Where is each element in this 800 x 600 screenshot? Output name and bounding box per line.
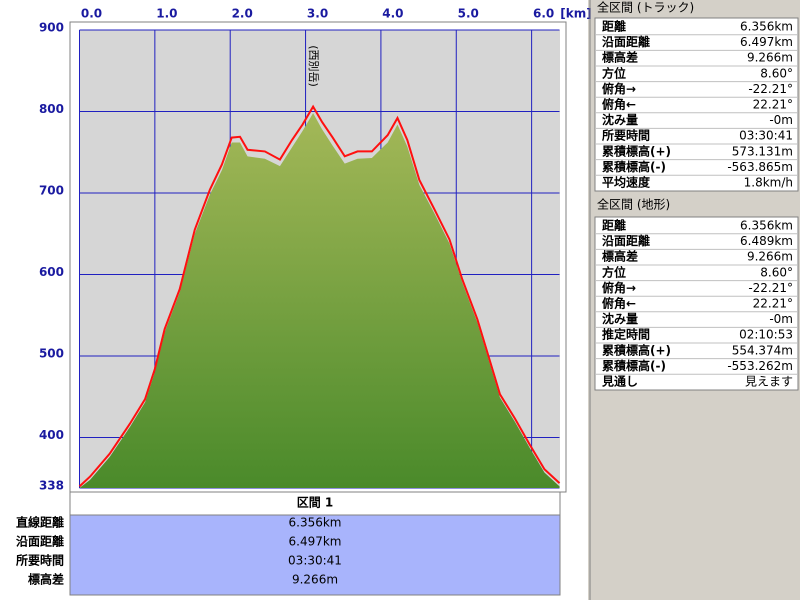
panel-value: -22.21° (748, 82, 793, 96)
x-tick-label: 2.0 (232, 7, 253, 21)
panel-label: 累積標高(-) (602, 159, 666, 174)
section-value: 9.266m (292, 573, 338, 587)
x-tick-label: 5.0 (458, 7, 479, 21)
panel-label: 累積標高(+) (602, 143, 671, 158)
peak-annotation: (西別岳) (307, 45, 320, 87)
plot (78, 29, 561, 489)
panel-label: 俯角→ (602, 280, 636, 295)
panel-label: 沈み量 (602, 112, 638, 127)
section-label: 沿面距離 (15, 534, 64, 549)
terrain-area (79, 113, 560, 488)
x-axis-unit: [km] (560, 7, 591, 21)
panel-value: 22.21° (753, 297, 793, 311)
panel-label: 累積標高(-) (602, 358, 666, 373)
section-label: 所要時間 (16, 553, 64, 568)
x-tick-label: 6.0 (533, 7, 554, 21)
panel-value: 554.374m (732, 343, 793, 357)
section-label: 直線距離 (16, 515, 64, 530)
panel-value: 9.266m (747, 250, 793, 264)
panel-value: -553.262m (727, 359, 793, 373)
section-label: 標高差 (28, 572, 64, 587)
panel-value: 6.497km (740, 35, 793, 49)
panel-value: 1.8km/h (744, 176, 793, 190)
section-title: 区間 1 (297, 496, 334, 510)
panel-value: 6.489km (740, 234, 793, 248)
panel-value: 8.60° (760, 66, 793, 80)
terrain-table (594, 216, 799, 391)
panel-label: 標高差 (602, 50, 638, 65)
panel-value: -22.21° (748, 281, 793, 295)
y-tick-label: 500 (39, 346, 64, 360)
panel-label: 俯角← (602, 97, 636, 112)
section-rows (69, 514, 561, 596)
panel-value: -0m (769, 312, 793, 326)
y-tick-label: 600 (39, 265, 64, 279)
panel-label: 平均速度 (602, 175, 651, 190)
panel-label: 見通し (601, 374, 638, 389)
panel-label: 距離 (602, 218, 626, 233)
panel-value: 573.131m (732, 144, 793, 158)
panel-label: 俯角→ (602, 81, 636, 96)
y-tick-label: 400 (39, 428, 64, 442)
section-value: 6.356km (289, 516, 342, 530)
track-line (78, 104, 561, 488)
panel-value: 22.21° (753, 98, 793, 112)
panel-value: 見えます (745, 375, 793, 389)
panel-label: 沿面距離 (601, 233, 650, 248)
x-tick-label: 4.0 (382, 7, 403, 21)
section-value: 6.497km (289, 535, 342, 549)
x-tick-label: 1.0 (156, 7, 177, 21)
x-tick-label: 3.0 (307, 7, 328, 21)
panel-value: -0m (769, 113, 793, 127)
panel-value: 8.60° (760, 265, 793, 279)
panel-value: 9.266m (747, 51, 793, 65)
panel-value: -563.865m (727, 160, 793, 174)
panel-label: 累積標高(+) (602, 342, 671, 357)
panel-label: 所要時間 (602, 128, 650, 143)
panel-label: 俯角← (602, 296, 636, 311)
x-tick-label: 0.0 (81, 7, 102, 21)
panel-label: 距離 (602, 19, 626, 34)
y-tick-label: 338 (39, 479, 64, 493)
terrain-panel-title: 全区間 (地形) (597, 197, 670, 212)
panel-value: 6.356km (740, 20, 793, 34)
section-value: 03:30:41 (288, 554, 342, 568)
track-table (594, 17, 799, 192)
panel-label: 沈み量 (602, 311, 638, 326)
y-tick-label: 700 (39, 183, 64, 197)
y-tick-label: 800 (39, 102, 64, 116)
panel-value: 03:30:41 (739, 129, 793, 143)
y-tick-label: 900 (39, 21, 64, 35)
panel-label: 推定時間 (602, 327, 650, 342)
panel-label: 方位 (602, 65, 626, 80)
panel-label: 沿面距離 (601, 34, 650, 49)
panel-value: 02:10:53 (739, 328, 793, 342)
track-panel-title: 全区間 (トラック) (597, 0, 694, 15)
panel-label: 方位 (602, 264, 626, 279)
panel-label: 標高差 (602, 249, 638, 264)
ui: 直線距離 6.356km 沿面距離 6.497km 所要時間 03:30:41 標高差 9.2… (15, 19, 798, 587)
panel-value: 6.356km (740, 219, 793, 233)
